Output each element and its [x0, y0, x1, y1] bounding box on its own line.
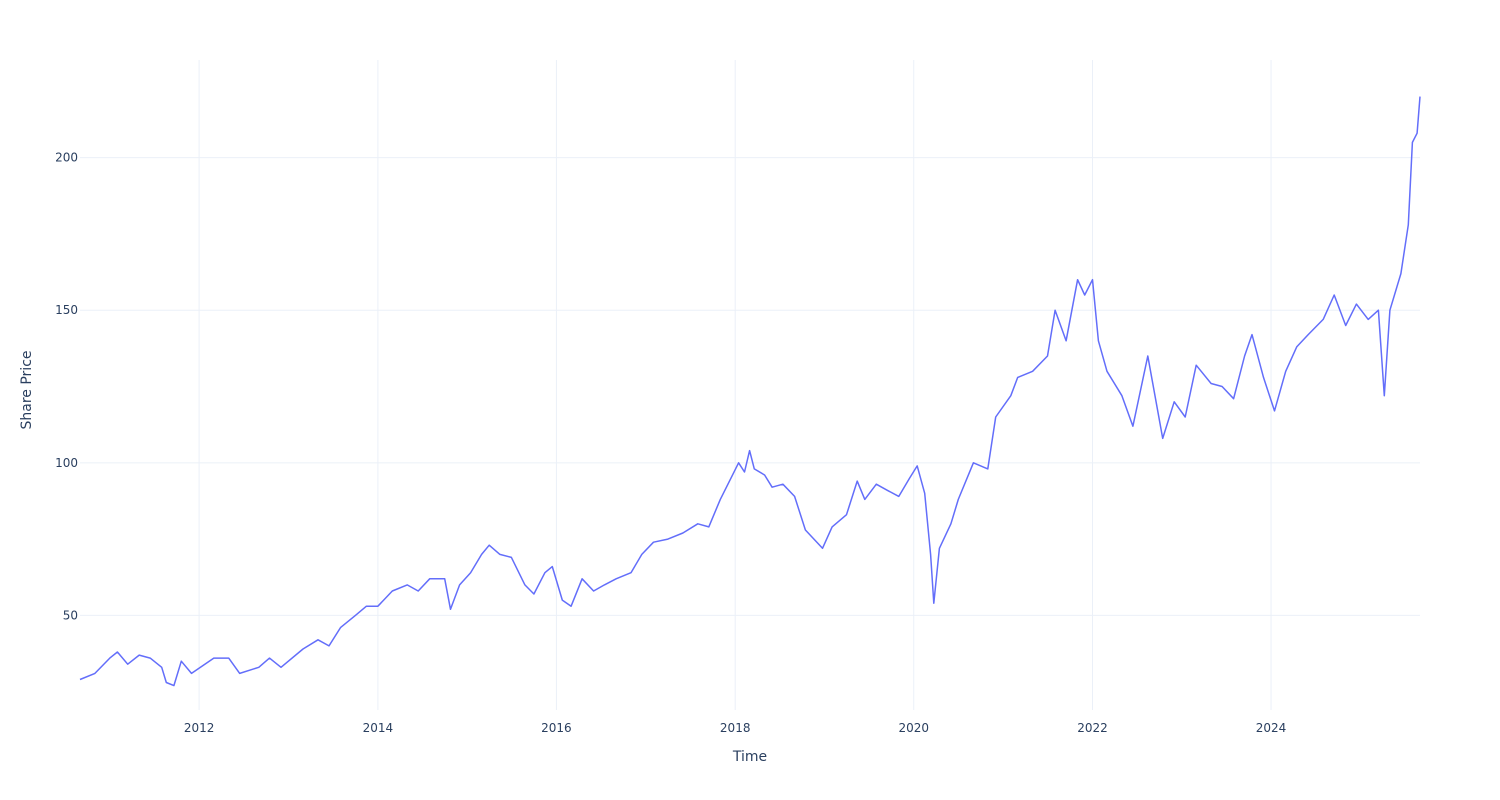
x-tick-label: 2016 [541, 721, 572, 735]
x-tick-label: 2020 [898, 721, 929, 735]
y-axis-ticks: 50 100 150 200 [55, 151, 78, 623]
x-tick-label: 2024 [1256, 721, 1287, 735]
x-tick-label: 2014 [363, 721, 394, 735]
y-axis-title: Share Price [19, 350, 35, 429]
x-tick-label: 2012 [184, 721, 215, 735]
x-tick-label: 2022 [1077, 721, 1108, 735]
y-tick-label: 200 [55, 151, 78, 165]
x-axis-ticks: 2012 2014 2016 2018 2020 2022 2024 [184, 721, 1286, 735]
x-axis-title: Time [732, 749, 767, 765]
x-tick-label: 2018 [720, 721, 751, 735]
share-price-line [79, 96, 1421, 687]
x-gridlines [198, 60, 1272, 710]
y-tick-label: 150 [55, 303, 78, 317]
y-gridlines [80, 157, 1420, 616]
y-tick-label: 100 [55, 456, 78, 470]
y-tick-label: 50 [63, 608, 78, 622]
